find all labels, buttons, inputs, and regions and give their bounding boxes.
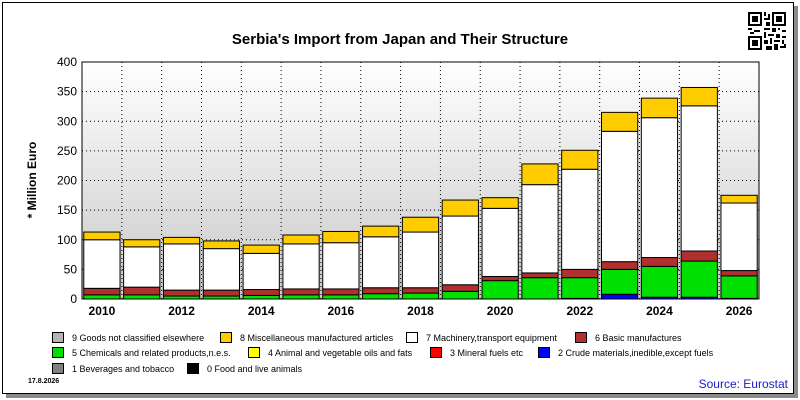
bar-segment-2026-7 (720, 202, 758, 272)
bars (83, 86, 758, 300)
bar-segment-2019-8 (441, 199, 479, 217)
bar-segment-2016-8 (322, 230, 360, 244)
x-tick-label: 2020 (487, 304, 514, 318)
y-tick-label: 100 (57, 233, 77, 247)
x-tick-label: 2022 (566, 304, 593, 318)
bar-segment-2022-5 (561, 277, 599, 299)
bar-segment-2019-6 (441, 284, 479, 292)
y-tick-label: 250 (57, 144, 77, 158)
bar-segment-2025-8 (680, 86, 718, 107)
y-axis-label: * Million Euro (25, 142, 39, 219)
bar-segment-2022-8 (561, 149, 599, 170)
bar-segment-2025-7 (680, 105, 718, 252)
bar-segment-2026-5 (720, 275, 758, 299)
bar-segment-2017-6 (362, 287, 400, 295)
bar-segment-2010-6 (83, 287, 121, 296)
bar-segment-2020-5 (481, 280, 519, 300)
x-tick-label: 2014 (248, 304, 275, 318)
bar-segment-2019-7 (441, 215, 479, 286)
y-tick-label: 350 (57, 85, 77, 99)
x-tick-label: 2026 (726, 304, 753, 318)
bar-segment-2021-7 (521, 184, 559, 274)
y-tick-label: 300 (57, 114, 77, 128)
y-axis: 0 50 100 150 200 250 300 350 400 (57, 55, 77, 306)
bar-segment-2011-5 (123, 294, 161, 300)
bar-segment-2010-5 (83, 294, 121, 300)
chart-title: Serbia's Import from Japan and Their Str… (231, 31, 569, 48)
bar-segment-2015-8 (282, 234, 320, 245)
bar-segment-2018-5 (401, 292, 440, 300)
bar-segment-2023-2 (600, 293, 639, 300)
plot-border (81, 61, 760, 300)
bar-segment-2015-6 (282, 288, 320, 296)
bar-segment-2022-7 (561, 168, 599, 270)
bar-segment-2025-5 (680, 260, 718, 298)
x-tick-label: 2024 (646, 304, 673, 318)
bar-segment-2017-5 (362, 293, 400, 300)
bar-segment-2020-7 (481, 207, 519, 277)
bar-segment-2021-6 (521, 272, 559, 279)
bar-segment-2010-7 (83, 239, 121, 289)
bar-segment-2017-8 (362, 225, 400, 238)
bar-segment-2012-7 (162, 243, 201, 291)
y-tick-label: 150 (57, 203, 77, 217)
bar-segment-2011-8 (123, 239, 161, 248)
bar-segment-2010-8 (83, 231, 121, 241)
bar-segment-2015-5 (282, 294, 320, 300)
bar-segment-2013-6 (202, 289, 241, 297)
x-axis: 2010 2012 2014 2016 2018 2020 2022 2024 2026 (89, 304, 753, 318)
bar-segment-2022-6 (561, 268, 599, 279)
date-stamp: 17.8.2026 (28, 378, 60, 385)
y-tick-label: 400 (57, 55, 77, 69)
bar-segment-2014-5 (242, 294, 280, 300)
bar-segment-2023-7 (600, 130, 639, 263)
bar-segment-2025-6 (680, 250, 718, 262)
bar-segment-2018-7 (401, 231, 440, 289)
y-tick-label: 50 (64, 262, 78, 276)
x-tick-label: 2010 (89, 304, 116, 318)
bar-segment-2024-7 (640, 117, 679, 259)
bar-segment-2023-8 (600, 111, 639, 132)
bar-segment-2018-6 (401, 287, 440, 294)
bar-segment-2014-8 (242, 244, 280, 254)
bar-segment-2016-5 (322, 294, 360, 300)
bar-segment-2020-8 (481, 197, 519, 209)
bar-segment-2021-8 (521, 163, 559, 186)
bar-segment-2011-7 (123, 246, 161, 288)
bar-segment-2015-7 (282, 243, 320, 290)
bar-segment-2014-6 (242, 289, 280, 296)
bar-segment-2024-6 (640, 257, 679, 267)
bar-segment-2016-7 (322, 242, 360, 290)
qr-code-icon (748, 12, 786, 50)
source-link[interactable]: Source: Eurostat (698, 377, 788, 391)
bar-segment-2017-7 (362, 236, 400, 289)
bar-segment-2018-8 (401, 216, 440, 233)
x-tick-label: 2012 (168, 304, 195, 318)
bar-segment-2012-6 (162, 289, 201, 297)
bar-segment-2023-6 (600, 261, 639, 270)
bar-segment-2011-6 (123, 286, 161, 296)
bar-segment-2014-7 (242, 252, 280, 291)
y-tick-label: 200 (57, 174, 77, 188)
bar-segment-2024-8 (640, 97, 679, 119)
bar-segment-2020-6 (481, 275, 519, 282)
y-tick-label: 0 (70, 292, 77, 306)
bar-segment-2024-5 (640, 265, 679, 298)
bar-segment-2021-5 (521, 277, 559, 300)
bar-segment-2016-6 (322, 288, 360, 296)
bar-segment-2012-8 (162, 236, 201, 245)
bar-segment-2026-8 (720, 194, 758, 204)
x-tick-label: 2016 (328, 304, 355, 318)
x-tick-label: 2018 (407, 304, 434, 318)
bar-segment-2023-5 (600, 268, 639, 295)
bar-segment-2019-5 (441, 290, 479, 300)
bar-segment-2026-6 (720, 270, 758, 277)
bar-segment-2013-8 (202, 240, 241, 250)
bar-segment-2013-7 (202, 248, 241, 291)
